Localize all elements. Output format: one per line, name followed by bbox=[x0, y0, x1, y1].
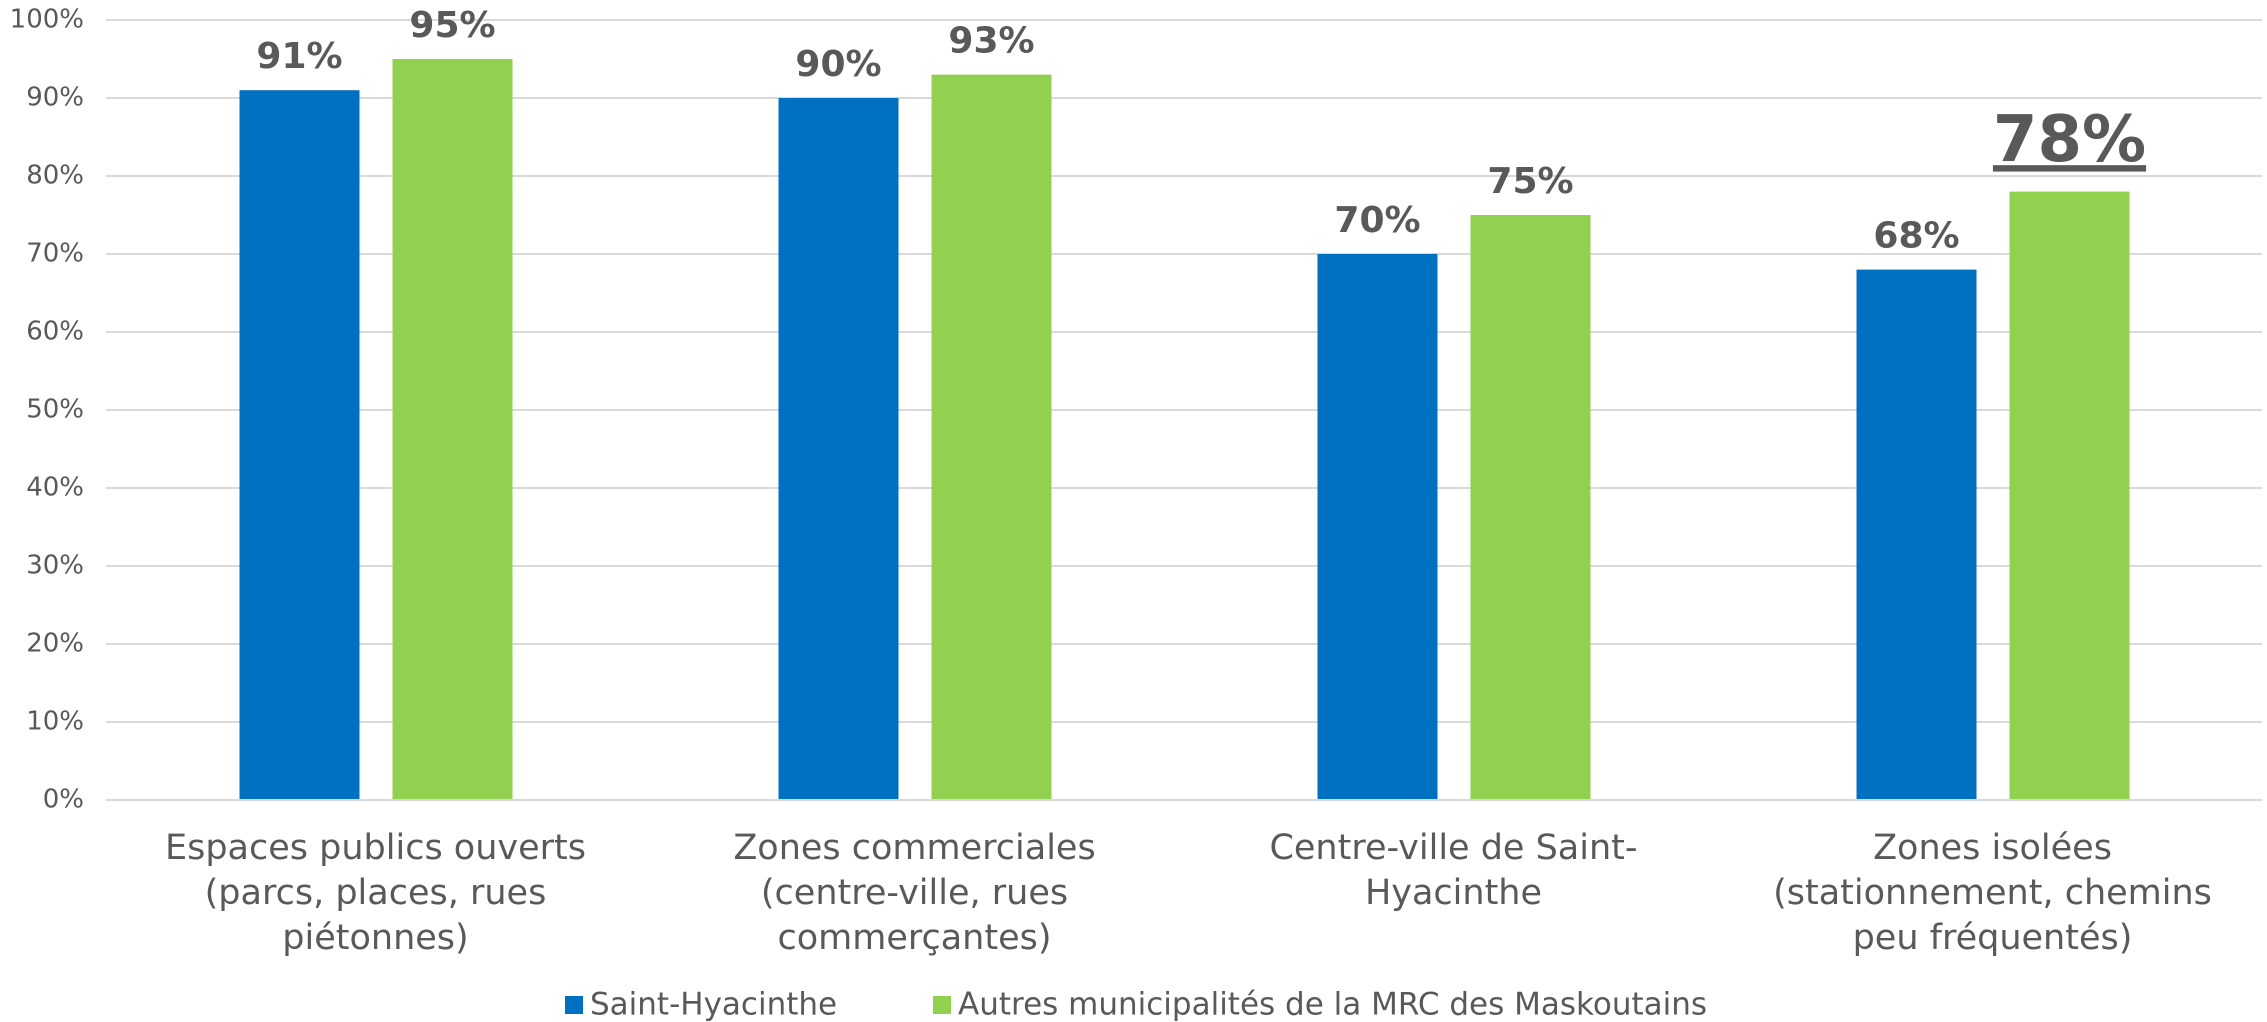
data-label: 90% bbox=[795, 44, 881, 85]
x-tick-label: Centre-ville de Saint- bbox=[1269, 828, 1637, 868]
x-tick-label: (parcs, places, rues bbox=[205, 873, 547, 913]
y-tick-label: 100% bbox=[10, 5, 84, 35]
bar bbox=[778, 98, 899, 800]
x-tick-label: (stationnement, chemins bbox=[1773, 873, 2212, 913]
x-tick-label: Zones commerciales bbox=[733, 828, 1095, 868]
bar bbox=[931, 74, 1052, 801]
data-label: 75% bbox=[1487, 161, 1573, 202]
data-label: 95% bbox=[409, 5, 495, 46]
legend-label: Autres municipalités de la MRC des Masko… bbox=[958, 987, 1707, 1022]
x-tick-label: piétonnes) bbox=[282, 918, 468, 958]
y-tick-label: 70% bbox=[26, 239, 84, 269]
y-tick-label: 90% bbox=[26, 83, 84, 113]
data-label: 78% bbox=[1993, 103, 2146, 177]
x-tick-label: peu fréquentés) bbox=[1853, 918, 2133, 958]
x-tick-label: Espaces publics ouverts bbox=[165, 828, 586, 868]
x-tick-label: commerçantes) bbox=[777, 918, 1051, 958]
y-tick-label: 20% bbox=[26, 629, 84, 659]
y-tick-label: 60% bbox=[26, 317, 84, 347]
data-label: 70% bbox=[1334, 200, 1420, 241]
bar bbox=[1317, 254, 1438, 800]
y-tick-label: 0% bbox=[43, 785, 84, 815]
y-tick-label: 40% bbox=[26, 473, 84, 503]
y-tick-label: 50% bbox=[26, 395, 84, 425]
bar bbox=[2009, 191, 2130, 801]
data-label: 91% bbox=[256, 36, 342, 77]
bar bbox=[239, 90, 360, 800]
data-label: 68% bbox=[1873, 216, 1959, 257]
bar bbox=[1856, 269, 1977, 801]
bar bbox=[1470, 215, 1591, 800]
legend-swatch bbox=[933, 996, 951, 1014]
y-tick-label: 80% bbox=[26, 161, 84, 191]
data-label: 93% bbox=[948, 21, 1034, 62]
x-tick-label: Hyacinthe bbox=[1365, 873, 1542, 913]
x-tick-label: (centre-ville, rues bbox=[761, 873, 1068, 913]
y-tick-label: 30% bbox=[26, 551, 84, 581]
legend-swatch bbox=[565, 996, 583, 1014]
bar bbox=[392, 59, 513, 800]
y-tick-label: 10% bbox=[26, 707, 84, 737]
legend-label: Saint-Hyacinthe bbox=[590, 987, 837, 1022]
x-tick-label: Zones isolées bbox=[1873, 828, 2112, 868]
